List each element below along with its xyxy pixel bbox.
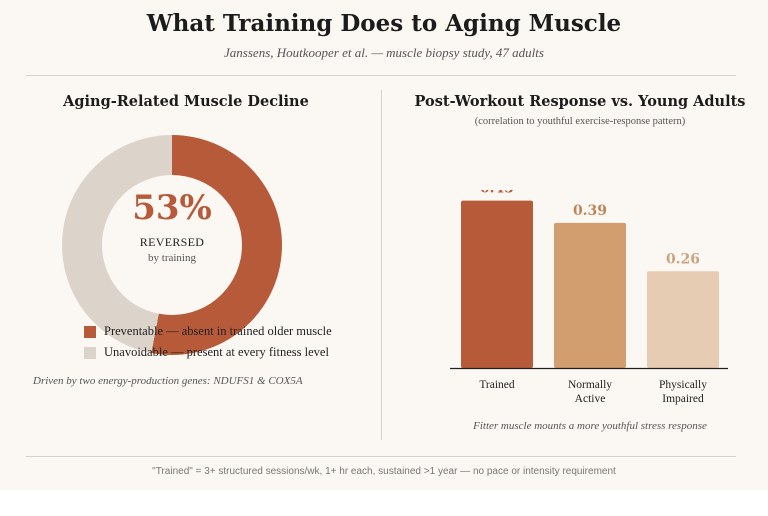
legend-swatch-preventable bbox=[84, 326, 96, 338]
bar-panel-title: Post-Workout Response vs. Young Adults bbox=[414, 93, 746, 110]
bar-physically-impaired bbox=[647, 271, 719, 368]
legend-label-unavoidable: Unavoidable — present at every fitness l… bbox=[104, 345, 329, 359]
page-title: What Training Does to Aging Muscle bbox=[146, 10, 622, 37]
bar-value-label: 0.39 bbox=[573, 203, 607, 219]
x-tick-label: Trained bbox=[479, 379, 515, 391]
center-divider bbox=[381, 90, 382, 440]
bar-panel-subtitle: (correlation to youthful exercise-respon… bbox=[474, 116, 686, 127]
donut-center-label: REVERSED bbox=[139, 235, 205, 249]
legend-swatch-unavoidable bbox=[84, 347, 96, 359]
top-divider bbox=[26, 75, 736, 76]
bar-value-label: 0.26 bbox=[666, 251, 700, 267]
bar-chart-caption: Fitter muscle mounts a more youthful str… bbox=[473, 420, 707, 432]
donut-center-value: 53% bbox=[132, 188, 212, 228]
gene-note: Driven by two energy-production genes: N… bbox=[33, 375, 303, 387]
bottom-divider bbox=[26, 456, 736, 457]
x-tick-label: Normally bbox=[568, 379, 612, 391]
bar-value-label: 0.45 bbox=[480, 190, 514, 197]
x-tick-label: Impaired bbox=[662, 393, 704, 405]
x-tick-label: Active bbox=[575, 393, 606, 405]
footnote: "Trained" = 3+ structured sessions/wk, 1… bbox=[152, 466, 616, 477]
donut-center-sublabel: by training bbox=[148, 252, 196, 264]
donut-hole bbox=[102, 175, 242, 315]
donut-panel-title: Aging-Related Muscle Decline bbox=[63, 93, 309, 110]
legend-label-preventable: Preventable — absent in trained older mu… bbox=[104, 324, 332, 338]
bar-normally-active bbox=[554, 222, 626, 368]
page-subtitle: Janssens, Houtkooper et al. — muscle bio… bbox=[224, 45, 544, 60]
bar-trained bbox=[461, 200, 533, 368]
bar-chart: 0.45 Trained 0.39 Normally Active 0.26 Physica… bbox=[450, 190, 728, 405]
bottom-band bbox=[0, 490, 768, 516]
x-tick-label: Physically bbox=[659, 379, 707, 391]
